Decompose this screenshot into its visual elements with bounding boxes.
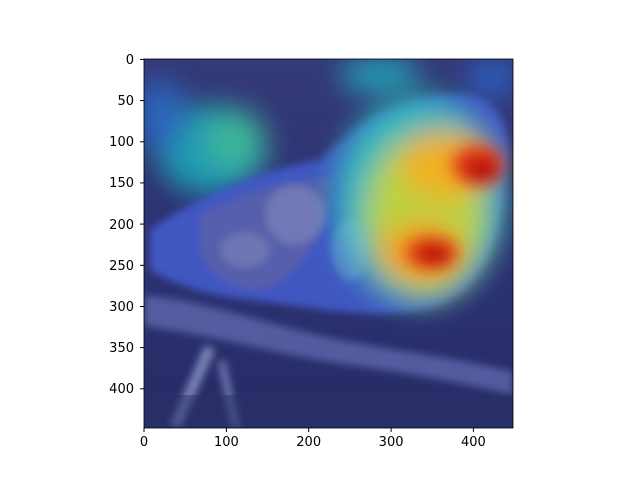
y-tick-label: 250 bbox=[109, 259, 134, 274]
x-tick-label: 200 bbox=[296, 435, 321, 450]
y-tick-label: 150 bbox=[109, 176, 134, 191]
plot-frame bbox=[143, 58, 514, 429]
x-tick-label: 400 bbox=[461, 435, 486, 450]
x-tick-label: 300 bbox=[379, 435, 404, 450]
y-axis: 0 50 100 150 200 250 300 350 400 bbox=[109, 53, 144, 397]
y-tick-label: 300 bbox=[109, 300, 134, 315]
x-tick-label: 100 bbox=[214, 435, 239, 450]
y-tick-label: 50 bbox=[117, 94, 134, 109]
y-tick-label: 400 bbox=[109, 382, 134, 397]
y-tick-label: 0 bbox=[126, 53, 134, 68]
x-tick-label: 0 bbox=[140, 435, 148, 450]
y-tick-label: 100 bbox=[109, 135, 134, 150]
heatmap-image bbox=[144, 59, 513, 428]
y-tick-label: 350 bbox=[109, 341, 134, 356]
x-axis: 0 100 200 300 400 bbox=[140, 428, 486, 450]
y-tick-label: 200 bbox=[109, 218, 134, 233]
